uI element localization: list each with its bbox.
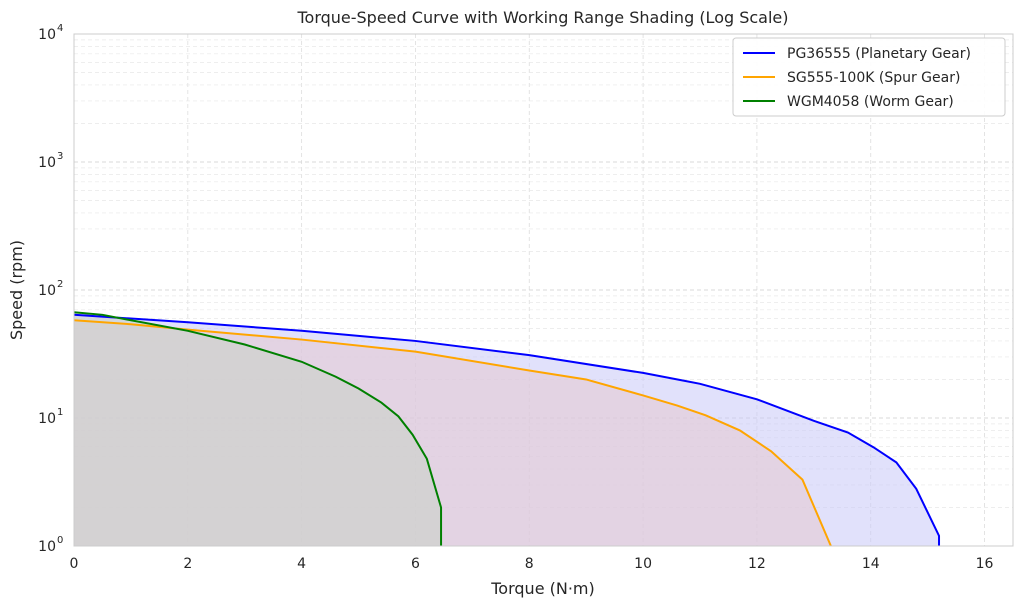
legend-box xyxy=(732,37,1006,117)
y-tick-label: 10 xyxy=(38,283,56,299)
line-series-1 xyxy=(73,313,941,546)
y-tick-label: 10 xyxy=(38,539,56,555)
x-tick-label: 12 xyxy=(748,556,766,572)
series-lines xyxy=(73,311,941,547)
legend-label: PG36555 (Planetary Gear) xyxy=(787,46,971,62)
legend-label: WGM4058 (Worm Gear) xyxy=(787,94,954,110)
y-tick-exponent: 3 xyxy=(57,151,63,162)
x-tick-label: 4 xyxy=(297,556,306,572)
area-fill-series-3 xyxy=(74,312,442,546)
x-axis-ticks: 0 2 4 6 8 10 12 14 16 xyxy=(70,556,994,572)
x-tick-label: 2 xyxy=(183,556,192,572)
y-tick-exponent: 1 xyxy=(57,407,63,418)
x-axis-label: Torque (N·m) xyxy=(490,579,595,598)
plot-frame xyxy=(73,33,1014,547)
x-tick-label: 14 xyxy=(862,556,880,572)
chart-title: Torque-Speed Curve with Working Range Sh… xyxy=(296,8,788,27)
x-tick-label: 16 xyxy=(976,556,994,572)
y-tick-exponent: 4 xyxy=(57,23,63,34)
line-series-3 xyxy=(73,311,443,546)
y-tick-label: 10 xyxy=(38,27,56,43)
x-tick-label: 8 xyxy=(525,556,534,572)
legend-label: SG555-100K (Spur Gear) xyxy=(787,70,960,86)
legend: PG36555 (Planetary Gear) SG555-100K (Spur… xyxy=(732,37,1006,117)
x-tick-label: 0 xyxy=(70,556,79,572)
x-tick-label: 6 xyxy=(411,556,420,572)
y-tick-exponent: 0 xyxy=(57,535,63,546)
line-series-2 xyxy=(73,319,832,547)
x-tick-label: 10 xyxy=(634,556,652,572)
area-fills xyxy=(74,312,940,546)
y-tick-label: 10 xyxy=(38,411,56,427)
y-tick-label: 10 xyxy=(38,155,56,171)
y-axis-label: Speed (rpm) xyxy=(7,240,26,340)
y-tick-exponent: 2 xyxy=(57,279,63,290)
